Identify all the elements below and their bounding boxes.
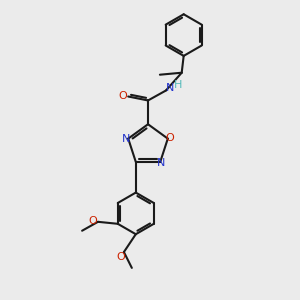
- Text: N: N: [166, 82, 174, 93]
- Text: N: N: [157, 158, 165, 168]
- Text: O: O: [118, 91, 127, 100]
- Text: O: O: [165, 133, 174, 142]
- Text: N: N: [122, 134, 130, 144]
- Text: O: O: [117, 252, 125, 262]
- Text: O: O: [88, 216, 98, 226]
- Text: H: H: [174, 80, 182, 90]
